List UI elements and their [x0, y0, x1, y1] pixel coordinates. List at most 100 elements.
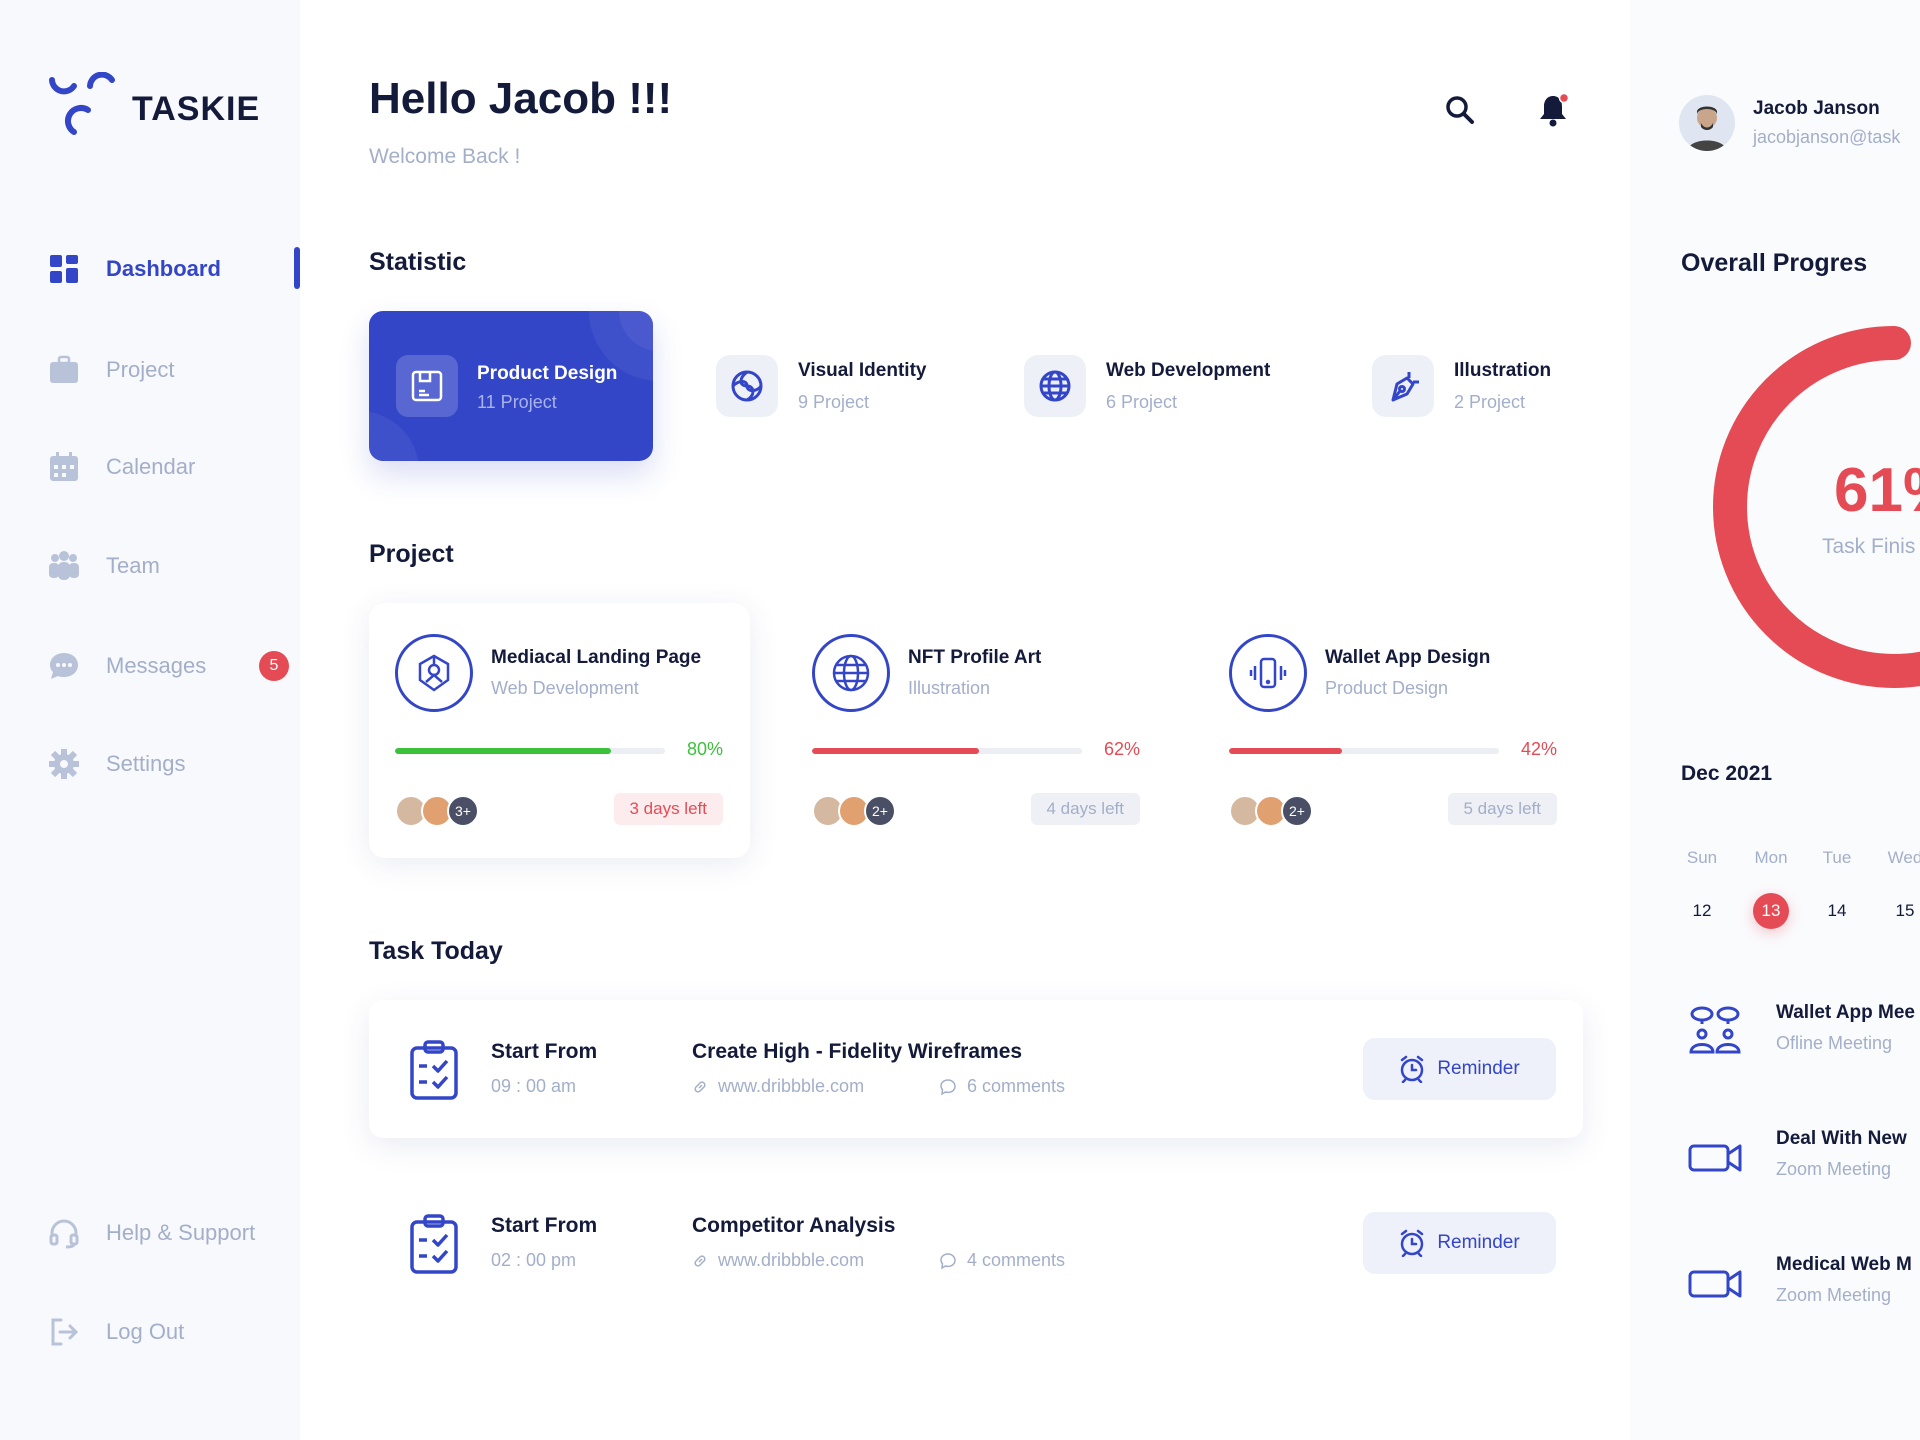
bell-icon[interactable]: [1536, 92, 1570, 128]
brand-name: TASKIE: [132, 90, 261, 128]
weekday-label: Wed: [1887, 848, 1920, 867]
alarm-clock-icon: [1401, 1229, 1424, 1257]
sidebar-item-label: Messages: [106, 653, 207, 678]
stat-card-illustration[interactable]: Illustration 2 Project: [1372, 355, 1551, 417]
task-time: 02 : 00 pm: [491, 1250, 577, 1270]
weekday-label: Tue: [1822, 848, 1852, 867]
meeting-title[interactable]: Deal With New: [1776, 1128, 1907, 1149]
page-subtitle: Welcome Back !: [369, 145, 521, 168]
sidebar-item-calendar[interactable]: Calendar: [48, 445, 195, 489]
calendar-date[interactable]: 12: [1692, 901, 1712, 920]
avatar[interactable]: [1679, 95, 1735, 151]
project-card[interactable]: Wallet App Design Product Design 42% 2+ …: [1203, 603, 1584, 858]
calendar-date[interactable]: 13: [1753, 893, 1789, 929]
comment-icon: [940, 1078, 956, 1095]
progress-value: 61%: [1834, 456, 1920, 525]
task-comments[interactable]: 4 comments: [939, 1250, 1065, 1271]
sidebar-item-label: Dashboard: [106, 256, 221, 281]
calendar-date[interactable]: 15: [1895, 901, 1915, 920]
task-today-heading: Task Today: [369, 937, 503, 965]
project-title: Mediacal Landing Page: [491, 647, 702, 668]
member-avatars[interactable]: 3+: [395, 795, 479, 827]
active-indicator: [294, 247, 300, 289]
progress-donut: [1713, 326, 1920, 688]
reminder-button[interactable]: Reminder: [1363, 1038, 1556, 1100]
network-icon: [418, 654, 450, 692]
sidebar-item-team[interactable]: Team: [48, 544, 160, 588]
stat-title: Web Development: [1106, 359, 1271, 381]
sidebar-item-label: Team: [106, 553, 160, 578]
project-category: Product Design: [1325, 678, 1449, 698]
reminder-button[interactable]: Reminder: [1363, 1212, 1556, 1274]
task-time: 09 : 00 am: [491, 1076, 577, 1096]
grid-icon: [50, 255, 78, 283]
meeting-title[interactable]: Medical Web M: [1776, 1254, 1912, 1275]
logo-icon: [49, 71, 115, 135]
task-start-label: Start From: [491, 1214, 598, 1237]
headset-icon: [49, 1219, 79, 1249]
sidebar-item-logout[interactable]: Log Out: [48, 1310, 184, 1354]
progress-percent: 42%: [1520, 739, 1557, 759]
project-card[interactable]: NFT Profile Art Illustration 62% 2+ 4 da…: [786, 603, 1167, 858]
floppy-icon: [411, 370, 443, 402]
days-left-badge: 5 days left: [1447, 793, 1557, 825]
progress-fill: [1229, 748, 1343, 754]
member-avatars[interactable]: 2+: [1229, 795, 1313, 827]
task-start-label: Start From: [491, 1040, 598, 1063]
progress-bar: [1229, 748, 1499, 754]
days-left-badge: 3 days left: [613, 793, 723, 825]
stat-icon-box: [1024, 355, 1086, 417]
card-wave-decoration: [369, 311, 653, 461]
messages-badge: 5: [259, 651, 289, 681]
meeting-type: Zoom Meeting: [1776, 1159, 1892, 1179]
sidebar-item-messages[interactable]: Messages: [48, 644, 206, 688]
project-icon: [812, 634, 890, 712]
link-icon: [694, 1254, 706, 1267]
task-comments-text: 6 comments: [967, 1076, 1066, 1096]
progress-arc: [1713, 326, 1920, 688]
avatar-more: 2+: [864, 795, 896, 827]
gear-icon: [49, 749, 79, 779]
sidebar-item-label: Settings: [106, 751, 186, 776]
stat-card-web-development[interactable]: Web Development 6 Project: [1024, 355, 1270, 417]
logo[interactable]: [46, 71, 118, 141]
search-icon[interactable]: [1444, 94, 1476, 126]
project-card[interactable]: Mediacal Landing Page Web Development 80…: [369, 603, 750, 858]
sidebar-item-label: Log Out: [106, 1319, 185, 1344]
stat-count: 9 Project: [798, 391, 870, 412]
page-title: Hello Jacob !!!: [369, 74, 673, 123]
video-camera-icon: [1688, 1270, 1742, 1298]
right-panel: [1630, 0, 1920, 1440]
task-comments-text: 4 comments: [967, 1250, 1066, 1270]
project-title: NFT Profile Art: [908, 647, 1042, 668]
overall-progress-heading: Overall Progres: [1681, 249, 1868, 277]
member-avatars[interactable]: 2+: [812, 795, 896, 827]
stat-card-visual-identity[interactable]: Visual Identity 9 Project: [716, 355, 926, 417]
globe-icon: [1039, 370, 1071, 402]
avatar-more: 3+: [447, 795, 479, 827]
sidebar-item-project[interactable]: Project: [48, 348, 174, 392]
briefcase-icon: [50, 355, 78, 383]
sidebar-item-help[interactable]: Help & Support: [48, 1211, 255, 1255]
task-comments[interactable]: 6 comments: [939, 1076, 1065, 1097]
task-link[interactable]: www.dribbble.com: [692, 1250, 864, 1271]
sidebar-item-label: Calendar: [106, 454, 196, 479]
task-item[interactable]: Start From 02 : 00 pm Competitor Analysi…: [369, 1174, 1583, 1312]
stat-card-product-design[interactable]: Product Design 11 Project: [369, 311, 653, 461]
task-link[interactable]: www.dribbble.com: [692, 1076, 864, 1097]
user-name: Jacob Janson: [1753, 98, 1880, 119]
calendar-date[interactable]: 14: [1827, 901, 1847, 920]
task-link-text: www.dribbble.com: [718, 1076, 865, 1096]
sidebar-item-label: Project: [106, 357, 175, 382]
globe-icon: [832, 654, 870, 692]
sidebar-item-settings[interactable]: Settings: [48, 742, 186, 786]
link-icon: [694, 1080, 706, 1093]
sidebar-item-dashboard[interactable]: Dashboard: [48, 247, 221, 291]
stat-icon-box: [1372, 355, 1434, 417]
task-item[interactable]: Start From 09 : 00 am Create High - Fide…: [369, 1000, 1583, 1138]
task-title: Competitor Analysis: [692, 1214, 896, 1237]
meeting-title[interactable]: Wallet App Mee: [1776, 1002, 1915, 1023]
statistic-heading: Statistic: [369, 248, 467, 276]
stat-title: Illustration: [1454, 359, 1552, 381]
clipboard-check-icon: [410, 1040, 458, 1100]
